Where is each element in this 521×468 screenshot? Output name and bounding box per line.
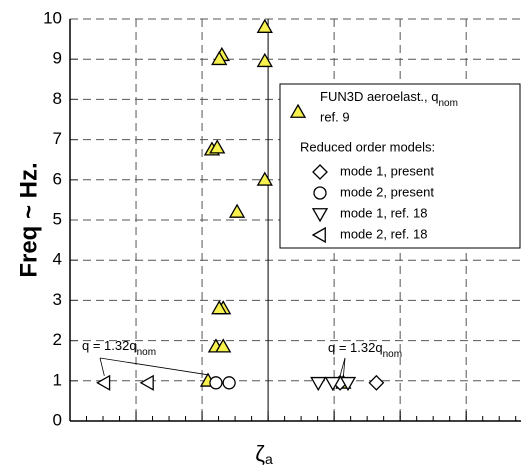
- annotation: q = 1.32qnom: [328, 340, 402, 359]
- y-tick-label: 6: [53, 169, 62, 188]
- marker: [228, 203, 246, 218]
- legend-marker: [312, 164, 328, 180]
- annotation-sub: nom: [383, 349, 402, 360]
- legend-label: mode 2, present: [340, 184, 434, 199]
- marker: [139, 374, 154, 391]
- annotation: q = 1.32qnom: [82, 338, 156, 357]
- legend-label: mode 1, present: [340, 163, 434, 178]
- y-axis-title: Freq ~ Hz.: [15, 162, 42, 277]
- y-tick-label: 10: [43, 8, 62, 27]
- x-axis-title-main: ζ: [255, 441, 265, 466]
- marker: [339, 376, 357, 392]
- annotation-line: [339, 357, 346, 376]
- marker: [324, 376, 341, 392]
- annotation-text: q = 1.32q: [82, 338, 137, 353]
- annotation-sub: nom: [137, 347, 156, 358]
- legend-marker: [313, 186, 327, 200]
- marker: [256, 171, 273, 186]
- y-tick-label: 7: [53, 129, 62, 148]
- x-axis-title: ζa: [255, 441, 273, 467]
- legend-label: ref. 9: [320, 109, 350, 124]
- legend-label-main: FUN3D aeroelast., q: [320, 89, 439, 104]
- y-tick-label: 2: [53, 330, 62, 349]
- marker: [368, 374, 385, 391]
- y-tick-label: 9: [53, 49, 62, 68]
- legend-label: mode 1, ref. 18: [340, 205, 427, 220]
- marker: [256, 18, 273, 33]
- legend-marker: [289, 103, 307, 118]
- marker: [211, 300, 228, 315]
- y-tick-label: 0: [53, 410, 62, 429]
- y-tick-label: 3: [53, 290, 62, 309]
- marker: [256, 52, 273, 68]
- legend-label-sub: nom: [439, 98, 458, 109]
- y-tick-label: 4: [53, 250, 62, 269]
- marker: [209, 139, 226, 154]
- legend-title: Reduced order models:: [300, 139, 435, 154]
- legend-label: mode 2, ref. 18: [340, 226, 427, 241]
- marker: [209, 376, 223, 390]
- marker: [310, 376, 327, 392]
- y-tick-label: 8: [53, 89, 62, 108]
- marker: [211, 50, 228, 66]
- annotation-line: [342, 357, 346, 377]
- legend-marker: [311, 226, 326, 244]
- x-axis-title-sub: a: [265, 451, 273, 467]
- legend-marker: [311, 208, 329, 223]
- marker: [96, 374, 111, 391]
- y-tick-label: 1: [53, 370, 62, 389]
- marker: [215, 338, 232, 353]
- legend-label: FUN3D aeroelast., qnom: [320, 89, 458, 108]
- annotation-line: [99, 357, 209, 376]
- annotation-text: q = 1.32q: [328, 340, 383, 355]
- marker: [222, 376, 236, 390]
- y-tick-label: 5: [53, 209, 62, 228]
- annotation-line: [99, 357, 105, 376]
